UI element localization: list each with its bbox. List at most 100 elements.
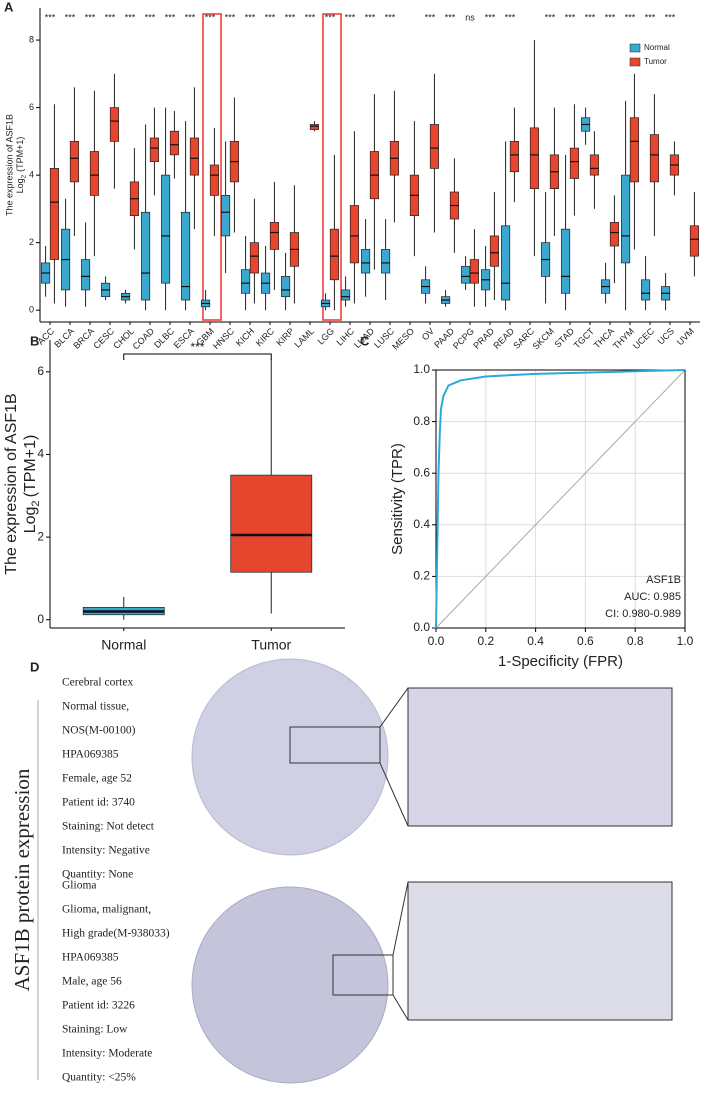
x-tick-label: THYM <box>611 326 636 351</box>
box <box>241 269 251 294</box>
y-tick-label: 2 <box>29 237 34 247</box>
zoom-box <box>289 726 381 764</box>
specimen-info: Intensity: Negative <box>62 845 150 857</box>
specimen-info: Staining: Low <box>62 1024 128 1036</box>
x-tick-label: PRAD <box>471 326 496 351</box>
legend-label: Tumor <box>644 57 667 66</box>
significance-label: *** <box>85 12 96 22</box>
box <box>641 279 651 301</box>
box <box>429 124 439 169</box>
significance-label: *** <box>265 12 276 22</box>
y-axis-label: Log2 (TPM+1) <box>15 137 27 194</box>
significance-label: *** <box>185 12 196 22</box>
specimen-info: Glioma, malignant, <box>62 904 151 916</box>
significance-label: *** <box>625 12 636 22</box>
x-tick-label: OV <box>420 326 436 342</box>
box <box>89 151 99 196</box>
significance-label: *** <box>45 12 56 22</box>
x-tick-label: UCEC <box>631 326 656 351</box>
zoom-line <box>392 881 409 956</box>
significance-label: *** <box>345 12 356 22</box>
panel-label: C <box>360 333 370 348</box>
significance-label: *** <box>445 12 456 22</box>
significance-label: *** <box>105 12 116 22</box>
specimen-info: Male, age 56 <box>62 976 122 988</box>
box <box>329 228 339 281</box>
box <box>221 195 231 237</box>
y-tick-label: 1.0 <box>413 362 430 376</box>
x-tick-label: DLBC <box>152 326 176 350</box>
x-tick-label: LAML <box>292 326 316 350</box>
y-axis-label-sub: 2 <box>30 500 42 506</box>
box <box>649 134 659 183</box>
x-axis-label: 1-Specificity (FPR) <box>498 653 623 670</box>
box <box>349 205 359 264</box>
x-tick-label: SKCM <box>531 326 556 351</box>
x-tick-label: 0.4 <box>527 634 544 648</box>
y-tick-label: 6 <box>37 364 44 378</box>
box <box>269 222 279 250</box>
y-tick-label: 0 <box>29 305 34 315</box>
box <box>181 211 191 301</box>
x-tick-label: COAD <box>131 326 157 352</box>
y-axis-label: The expression of ASF1B <box>4 114 14 216</box>
box <box>561 228 571 294</box>
box <box>249 242 259 274</box>
significance-label: *** <box>485 12 496 22</box>
specimen-info: Quantity: <25% <box>62 1072 136 1084</box>
x-tick-label: UVM <box>675 326 696 347</box>
roc-curve <box>435 369 686 629</box>
box <box>569 147 579 179</box>
significance-label: ns <box>465 12 475 22</box>
significance-label: *** <box>585 12 596 22</box>
x-tick-label: KICH <box>234 326 256 348</box>
box <box>689 225 699 257</box>
significance-label: *** <box>365 12 376 22</box>
box <box>49 168 59 260</box>
specimen-info: Female, age 52 <box>62 773 132 785</box>
y-tick-label: 0 <box>37 612 44 626</box>
x-tick-label: LGG <box>316 326 337 347</box>
x-tick-label: READ <box>491 326 516 351</box>
y-tick-label: 4 <box>37 447 44 461</box>
x-tick-label: CESC <box>91 326 116 351</box>
x-tick-label: BRCA <box>71 326 96 351</box>
significance-label: *** <box>325 12 336 22</box>
significance-label: *** <box>125 12 136 22</box>
x-tick-label: 0.8 <box>627 634 644 648</box>
box <box>109 107 119 142</box>
panel-label: B <box>30 333 39 348</box>
box <box>609 222 619 247</box>
y-tick-label: 8 <box>29 34 34 44</box>
box <box>361 249 371 274</box>
zoom-image <box>407 687 673 827</box>
significance-label: *** <box>665 12 676 22</box>
significance-label: *** <box>385 12 396 22</box>
significance-label: *** <box>205 12 216 22</box>
significance-label: *** <box>545 12 556 22</box>
y-tick-label: 4 <box>29 170 34 180</box>
box <box>501 225 511 301</box>
y-axis-label-part: (TPM+1) <box>15 137 25 172</box>
specimen-info: NOS(M-00100) <box>62 725 136 737</box>
box <box>189 137 199 176</box>
significance-label: *** <box>565 12 576 22</box>
specimen-info: Glioma <box>62 880 97 892</box>
zoom-line <box>392 994 409 1021</box>
significance-label: *** <box>605 12 616 22</box>
box <box>161 174 171 284</box>
highlight-box <box>322 13 342 321</box>
y-tick-label: 0.6 <box>413 465 430 479</box>
specimen-info: Staining: Not detect <box>62 821 155 833</box>
significance-label: *** <box>285 12 296 22</box>
significance-label: *** <box>645 12 656 22</box>
specimen-info: High grade(M-938033) <box>62 928 170 940</box>
y-tick-label: 2 <box>37 529 44 543</box>
x-tick-label: KIRP <box>274 326 296 348</box>
y-tick-label: 6 <box>29 102 34 112</box>
specimen-info: Normal tissue, <box>62 701 129 713</box>
plot-frame <box>435 369 686 629</box>
box <box>281 276 291 298</box>
y-axis-label-part: Log <box>22 507 39 534</box>
x-tick-label: 1.0 <box>677 634 694 648</box>
